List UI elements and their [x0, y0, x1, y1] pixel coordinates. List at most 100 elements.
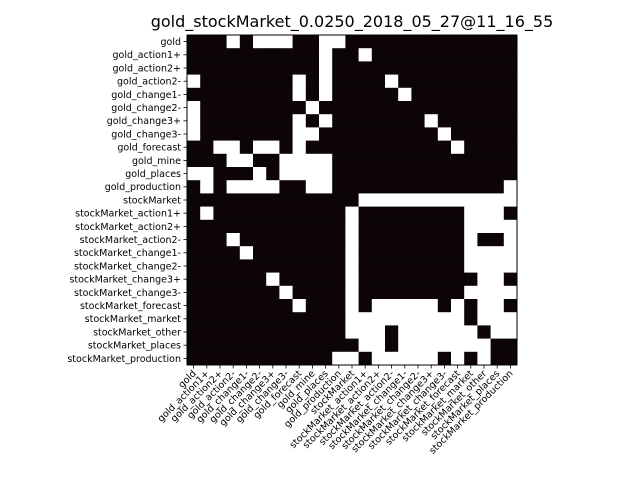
heatmap-cell [385, 219, 399, 234]
heatmap-cell [279, 206, 293, 221]
heatmap-cell [411, 153, 425, 168]
heatmap-cell [437, 61, 452, 75]
heatmap-cell [200, 299, 214, 313]
heatmap-cell [305, 272, 320, 287]
heatmap-cell [266, 272, 280, 287]
heatmap-cell [490, 259, 505, 273]
heatmap-cell [292, 61, 307, 75]
heatmap-cell [358, 285, 373, 300]
heatmap-cell [226, 153, 241, 168]
heatmap-cell [253, 219, 267, 234]
heatmap-cell [253, 233, 267, 247]
heatmap-cell [385, 193, 399, 207]
heatmap-cell [398, 219, 412, 234]
heatmap-cell [464, 61, 478, 75]
heatmap-cell [332, 35, 346, 49]
heatmap-cell [477, 74, 491, 89]
heatmap-cell [371, 167, 386, 181]
heatmap-cell [213, 272, 227, 287]
heatmap-cell [424, 74, 439, 89]
heatmap-cell [187, 325, 201, 339]
heatmap-cell [477, 48, 491, 62]
y-tick-label: gold_forecast [117, 143, 181, 154]
heatmap-cell [319, 206, 333, 221]
heatmap-cell [200, 351, 214, 366]
heatmap-cell [358, 351, 373, 366]
heatmap-cell [490, 193, 505, 207]
heatmap-cell [398, 259, 412, 273]
heatmap-cell [451, 338, 465, 353]
heatmap-cell [292, 233, 307, 247]
heatmap-cell [200, 35, 214, 49]
heatmap-cell [345, 140, 359, 155]
heatmap-cell [477, 114, 491, 128]
heatmap-cell [279, 180, 293, 194]
heatmap-cell [398, 285, 412, 300]
heatmap-cell [292, 351, 307, 366]
y-tick-label: stockMarket_forecast [80, 301, 181, 312]
y-tick-label: stockMarket_action2- [80, 235, 181, 246]
heatmap-cell [371, 61, 386, 75]
heatmap-cell [200, 167, 214, 181]
heatmap-cell [279, 114, 293, 128]
heatmap-cell [477, 246, 491, 260]
heatmap-cell [358, 167, 373, 181]
heatmap-cell [305, 338, 320, 353]
heatmap-cell [279, 61, 293, 75]
heatmap-cell [398, 48, 412, 62]
heatmap-cell [385, 114, 399, 128]
heatmap-cell [213, 87, 227, 102]
heatmap-cell [385, 153, 399, 168]
heatmap-cell [319, 140, 333, 155]
heatmap-cell [490, 35, 505, 49]
heatmap-cell [319, 338, 333, 353]
y-tick-label: stockMarket_places [88, 341, 181, 352]
heatmap-cell [385, 233, 399, 247]
heatmap-cell [345, 246, 359, 260]
heatmap-cell [358, 153, 373, 168]
heatmap-cell [371, 193, 386, 207]
heatmap-cell [187, 74, 201, 89]
heatmap-cell [490, 61, 505, 75]
heatmap-cell [253, 167, 267, 181]
heatmap-cell [411, 180, 425, 194]
heatmap-cell [385, 101, 399, 115]
heatmap-cell [239, 351, 254, 366]
heatmap-cell [279, 48, 293, 62]
heatmap-cell [187, 193, 201, 207]
heatmap-cell [226, 259, 241, 273]
heatmap-cell [305, 206, 320, 221]
heatmap-cell [503, 285, 518, 300]
heatmap-cell [187, 351, 201, 366]
heatmap-cell [411, 246, 425, 260]
heatmap-cell [239, 285, 254, 300]
heatmap-cell [332, 193, 346, 207]
heatmap-cell [464, 87, 478, 102]
heatmap-cell [239, 127, 254, 141]
heatmap-cell [292, 246, 307, 260]
heatmap-cell [279, 299, 293, 313]
heatmap-cell [332, 219, 346, 234]
heatmap-cell [490, 219, 505, 234]
heatmap-cell [253, 153, 267, 168]
heatmap-cell [319, 61, 333, 75]
heatmap-cell [253, 101, 267, 115]
heatmap-cell [187, 285, 201, 300]
heatmap-cell [424, 114, 439, 128]
heatmap-cell [411, 193, 425, 207]
heatmap-cell [398, 35, 412, 49]
y-tick-label: gold_action2+ [112, 63, 181, 74]
heatmap-cell [279, 219, 293, 234]
heatmap-cell [358, 101, 373, 115]
heatmap-cell [385, 259, 399, 273]
heatmap-cell [437, 35, 452, 49]
heatmap-cell [371, 114, 386, 128]
heatmap-cell [490, 74, 505, 89]
heatmap-cell [411, 101, 425, 115]
heatmap-cell [464, 233, 478, 247]
heatmap-cell [345, 127, 359, 141]
heatmap-cell [332, 180, 346, 194]
heatmap-cell [253, 299, 267, 313]
heatmap-cell [503, 48, 518, 62]
heatmap-cell [371, 285, 386, 300]
